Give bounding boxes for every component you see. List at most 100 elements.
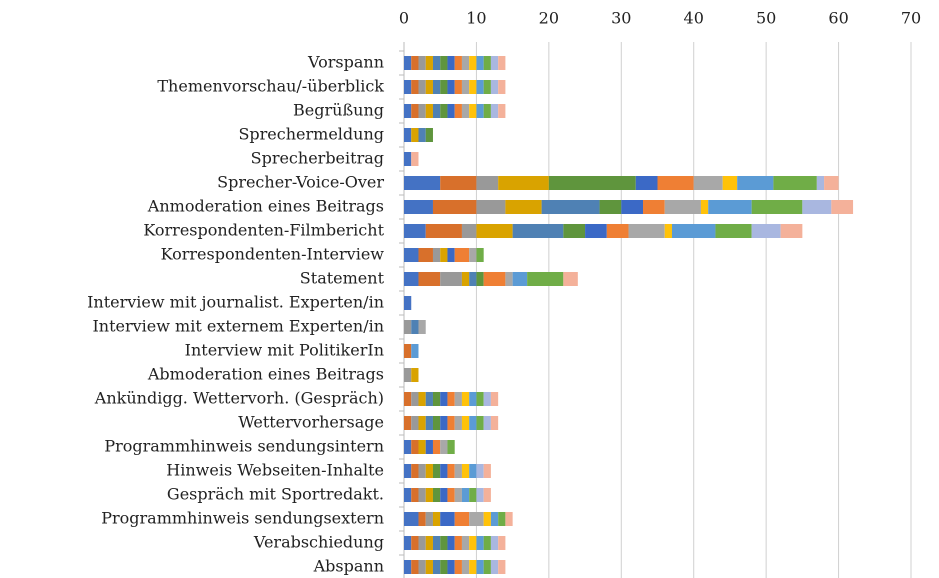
bar-segment [461,224,477,238]
bar-segment [461,392,470,406]
bar-segment [425,512,433,526]
bar-segment [440,176,477,190]
bar-segment [490,80,499,94]
x-tick-label: 50 [756,9,776,28]
y-tick-label: Hinweis Webseiten-Inhalte [166,461,384,480]
bar-segment [498,560,506,574]
bar-segment [483,488,491,502]
bar-segment [425,80,433,94]
bar-segment [548,176,636,190]
bar-segment [476,464,484,478]
bar-segment [664,200,701,214]
bar-segment [404,488,412,502]
bar-segment [440,464,448,478]
bar-segment [404,368,412,382]
bar-segment [476,560,484,574]
bar-segment [432,80,441,94]
bar-segment [454,56,462,70]
bar-segment [527,272,564,286]
bar-segment [469,488,477,502]
bar-segment [490,56,499,70]
bar-segment [447,248,455,262]
y-tick-label: Sprechermeldung [238,125,384,144]
bar-segment [411,56,419,70]
bar-segment [425,56,433,70]
bar-segment [418,512,426,526]
bar-segment [418,248,433,262]
x-tick-label: 10 [466,9,486,28]
bar-segment [404,560,412,574]
bar-segment [498,104,506,118]
bar-segment [432,440,441,454]
bar-segment [404,248,419,262]
bar-segment [411,152,419,166]
bar-segment [693,176,723,190]
x-tick-label: 40 [684,9,704,28]
bar-segment [461,464,470,478]
bar-segment [432,512,441,526]
bar-segment [469,272,477,286]
bar-segment [447,416,455,430]
bar-segment [440,512,455,526]
bar-segment [780,224,803,238]
bar-segment [404,200,433,214]
bar-segment [404,512,419,526]
bar-segment [722,176,738,190]
bar-segment [476,104,484,118]
x-tick-label: 0 [399,9,409,28]
bar-segment [643,200,665,214]
bar-segment [447,464,455,478]
bar-segment [440,248,448,262]
bar-segment [751,200,803,214]
bar-segment [404,56,412,70]
bar-segment [454,464,462,478]
y-tick-label: Begrüßung [293,101,384,120]
bar-segment [404,416,412,430]
bar-segment [476,392,484,406]
bar-segment [404,128,412,142]
bar-segment [476,272,484,286]
bar-segment [411,320,419,334]
y-tick-label: Abmoderation eines Beitrags [147,365,384,384]
bar-segment [418,320,426,334]
y-tick-label: Korrespondenten-Filmbericht [143,221,384,240]
bar-segment [411,392,419,406]
bar-segment [498,536,506,550]
bar-segment [404,152,412,166]
bar-segment [469,248,477,262]
y-tick-label: Verabschiedung [253,533,384,552]
y-tick-label: Ankündigg. Wettervorh. (Gespräch) [94,389,384,408]
bar-segment [454,512,470,526]
bar-segment [476,416,484,430]
bar-segment [454,488,462,502]
bar-segment [425,224,462,238]
bar-segment [425,536,433,550]
bar-segment [469,80,477,94]
bar-segment [404,344,412,358]
bar-segment [454,416,462,430]
x-tick-label: 30 [611,9,631,28]
bar-segment [483,80,491,94]
bar-segment [483,560,491,574]
y-tick-label: Gespräch mit Sportredakt. [167,485,384,504]
bar-segment [418,488,426,502]
bar-segment [476,80,484,94]
bar-segment [454,248,470,262]
bar-segment [476,248,484,262]
bar-segment [418,56,426,70]
bar-segment [490,560,499,574]
bar-segment [425,440,433,454]
y-tick-label: Korrespondenten-Interview [161,245,385,264]
bar-segment [440,392,448,406]
bar-segment [404,296,412,310]
bar-segment [418,464,426,478]
bar-segment [411,344,419,358]
bar-segment [483,272,506,286]
bar-segment [483,416,491,430]
bar-segment [418,560,426,574]
y-tick-label: Interview mit externem Experten/in [92,317,384,336]
bar-segment [447,560,455,574]
bar-segment [411,440,419,454]
bar-segment [505,272,513,286]
